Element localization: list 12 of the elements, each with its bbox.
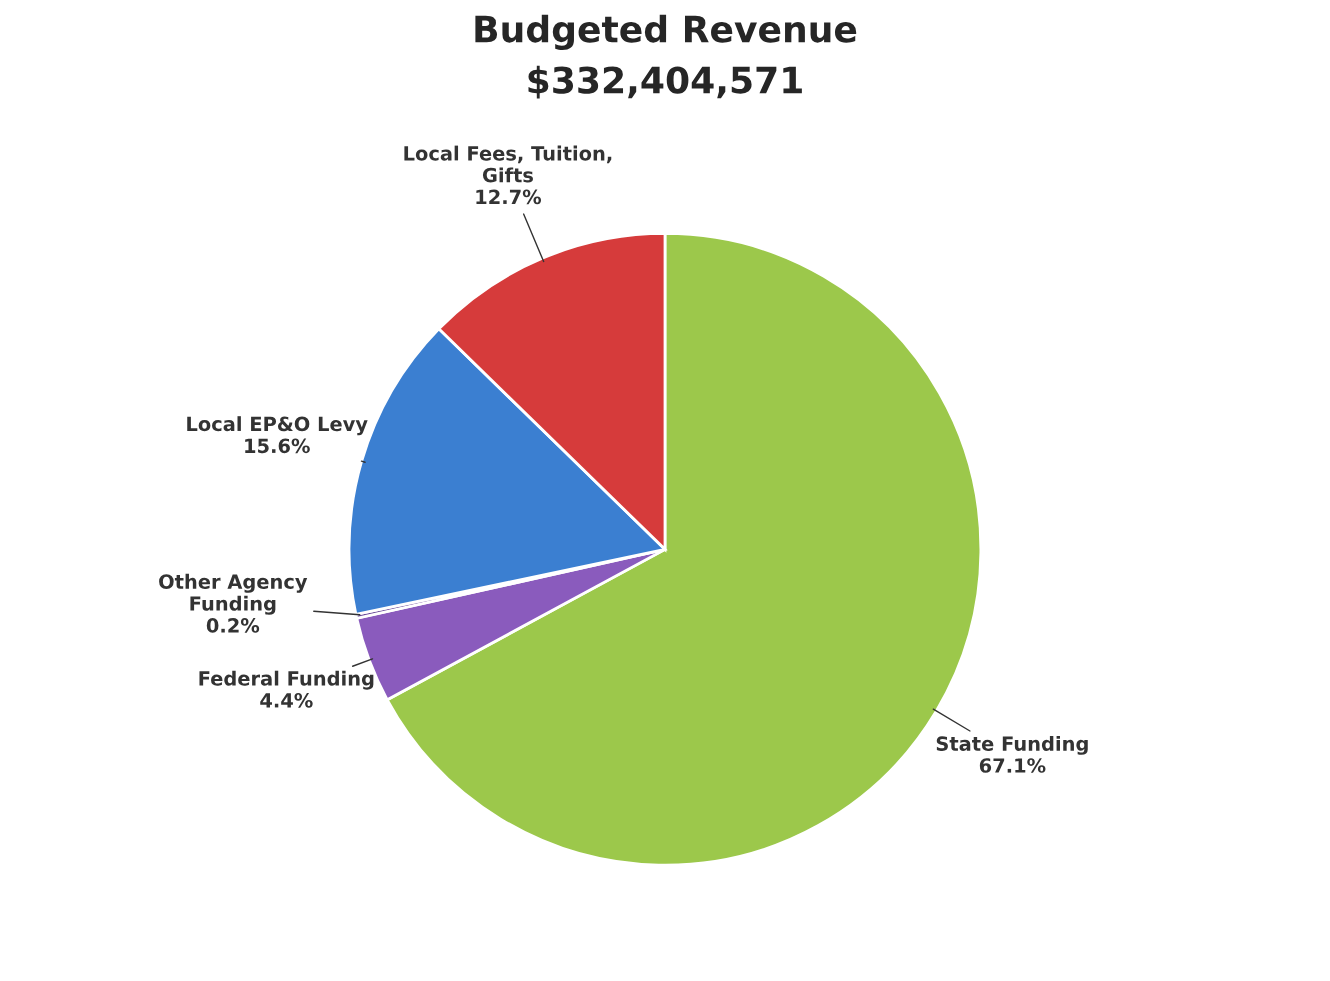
data-label: 4.4%	[260, 692, 313, 708]
data-label: 15.6%	[245, 438, 310, 454]
slice-label: Federal Funding	[199, 670, 374, 690]
data-label: 12.7%	[476, 189, 542, 205]
slice-label: Local Fees, Tuition, Gifts	[404, 145, 612, 183]
chart-subtitle: $332,404,571	[528, 65, 802, 99]
data-label: 0.2%	[206, 618, 260, 633]
chart-title: Budgeted Revenue	[475, 14, 857, 50]
data-label: 67.1%	[979, 758, 1046, 773]
slice-label: Local EP&O Levy	[187, 416, 368, 436]
slice-label: Other Agency Funding	[159, 573, 308, 615]
slice-label: State Funding	[936, 735, 1088, 755]
